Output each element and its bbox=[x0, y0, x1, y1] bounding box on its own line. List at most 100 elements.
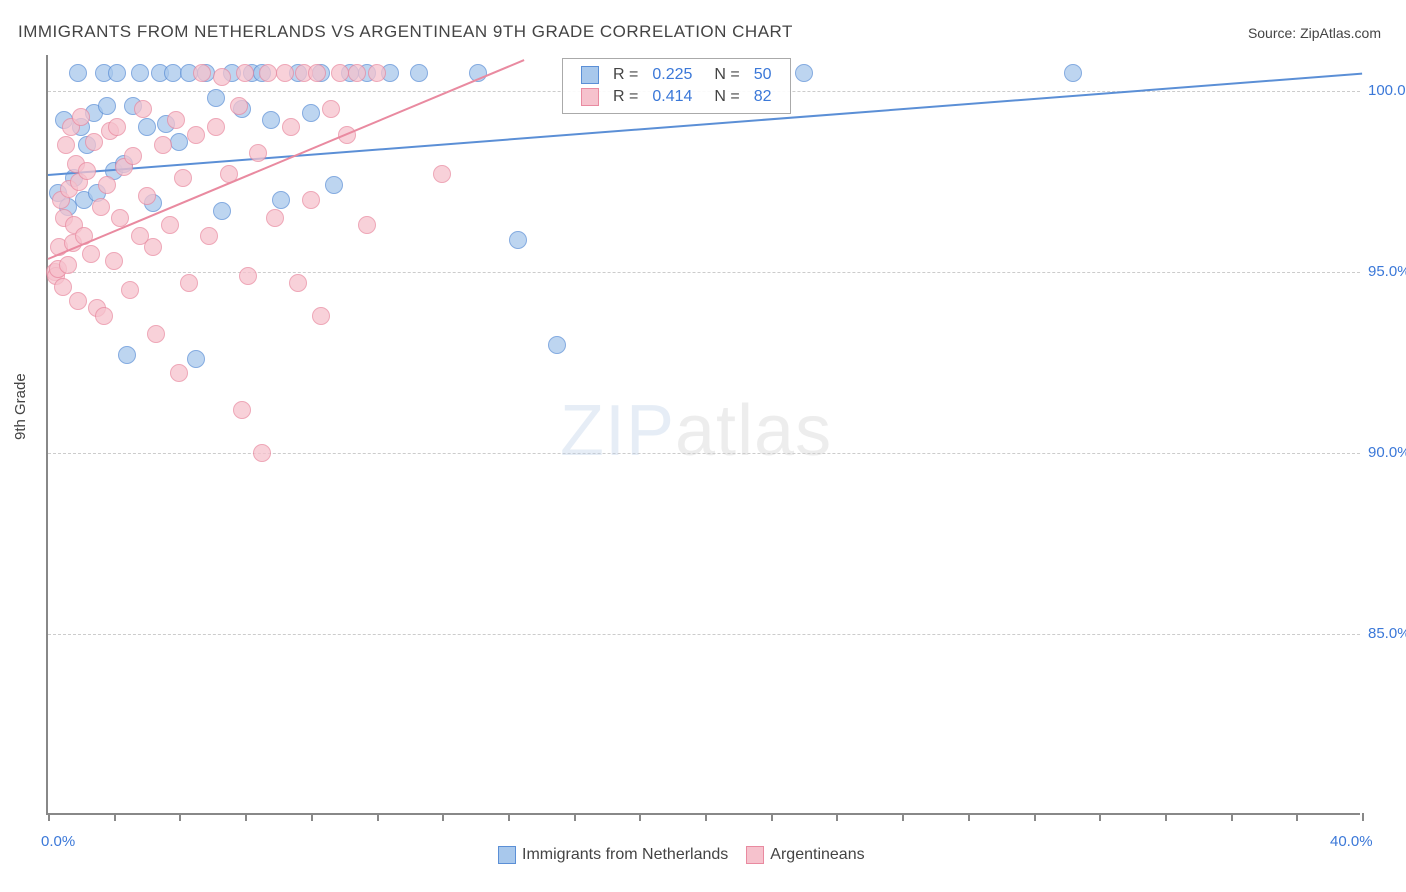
x-tick bbox=[1099, 813, 1101, 821]
x-tick bbox=[48, 813, 50, 821]
y-tick-label: 85.0% bbox=[1368, 625, 1406, 642]
x-tick bbox=[968, 813, 970, 821]
legend-r-value: 0.225 bbox=[646, 65, 698, 85]
data-point bbox=[174, 169, 192, 187]
data-point bbox=[795, 64, 813, 82]
data-point bbox=[236, 64, 254, 82]
x-tick-label: 0.0% bbox=[41, 833, 75, 850]
data-point bbox=[98, 97, 116, 115]
legend-r-value: 0.414 bbox=[646, 87, 698, 107]
data-point bbox=[161, 216, 179, 234]
data-point bbox=[249, 144, 267, 162]
data-point bbox=[213, 202, 231, 220]
legend-n-label: N = bbox=[700, 65, 745, 85]
data-point bbox=[308, 64, 326, 82]
legend-r-label: R = bbox=[607, 65, 644, 85]
legend-swatch bbox=[498, 846, 516, 864]
correlation-legend: R =0.225N =50R =0.414N =82 bbox=[562, 58, 791, 114]
data-point bbox=[98, 176, 116, 194]
data-point bbox=[193, 64, 211, 82]
x-tick bbox=[179, 813, 181, 821]
x-tick bbox=[311, 813, 313, 821]
data-point bbox=[121, 281, 139, 299]
x-tick bbox=[377, 813, 379, 821]
data-point bbox=[138, 118, 156, 136]
x-tick bbox=[508, 813, 510, 821]
data-point bbox=[348, 64, 366, 82]
data-point bbox=[144, 238, 162, 256]
legend-series-label: Argentineans bbox=[770, 846, 864, 863]
data-point bbox=[325, 176, 343, 194]
legend-n-label: N = bbox=[700, 87, 745, 107]
data-point bbox=[131, 64, 149, 82]
legend-n-value: 82 bbox=[748, 87, 778, 107]
data-point bbox=[187, 126, 205, 144]
x-tick bbox=[442, 813, 444, 821]
data-point bbox=[78, 162, 96, 180]
data-point bbox=[253, 444, 271, 462]
data-point bbox=[95, 307, 113, 325]
data-point bbox=[92, 198, 110, 216]
data-point bbox=[180, 274, 198, 292]
x-tick bbox=[1231, 813, 1233, 821]
data-point bbox=[69, 64, 87, 82]
data-point bbox=[154, 136, 172, 154]
data-point bbox=[358, 216, 376, 234]
data-point bbox=[368, 64, 386, 82]
gridline-horizontal bbox=[48, 453, 1360, 454]
x-tick bbox=[771, 813, 773, 821]
data-point bbox=[312, 307, 330, 325]
data-point bbox=[170, 364, 188, 382]
data-point bbox=[213, 68, 231, 86]
x-tick bbox=[705, 813, 707, 821]
data-point bbox=[289, 274, 307, 292]
data-point bbox=[164, 64, 182, 82]
x-tick-label: 40.0% bbox=[1330, 833, 1373, 850]
data-point bbox=[282, 118, 300, 136]
legend-swatch bbox=[746, 846, 764, 864]
chart-title: IMMIGRANTS FROM NETHERLANDS VS ARGENTINE… bbox=[18, 22, 793, 42]
scatter-plot-area bbox=[46, 55, 1360, 815]
legend-swatch bbox=[581, 66, 599, 84]
data-point bbox=[147, 325, 165, 343]
y-tick-label: 100.0% bbox=[1368, 82, 1406, 99]
data-point bbox=[200, 227, 218, 245]
x-tick bbox=[836, 813, 838, 821]
data-point bbox=[170, 133, 188, 151]
data-point bbox=[509, 231, 527, 249]
data-point bbox=[69, 292, 87, 310]
series-legend: Immigrants from NetherlandsArgentineans bbox=[480, 846, 865, 864]
data-point bbox=[82, 245, 100, 263]
x-tick bbox=[574, 813, 576, 821]
data-point bbox=[207, 89, 225, 107]
x-tick bbox=[114, 813, 116, 821]
data-point bbox=[138, 187, 156, 205]
data-point bbox=[331, 64, 349, 82]
x-tick bbox=[1165, 813, 1167, 821]
y-tick-label: 90.0% bbox=[1368, 444, 1406, 461]
data-point bbox=[410, 64, 428, 82]
source-attribution: Source: ZipAtlas.com bbox=[1248, 25, 1381, 41]
data-point bbox=[118, 346, 136, 364]
data-point bbox=[276, 64, 294, 82]
data-point bbox=[239, 267, 257, 285]
data-point bbox=[124, 147, 142, 165]
data-point bbox=[230, 97, 248, 115]
data-point bbox=[233, 401, 251, 419]
data-point bbox=[266, 209, 284, 227]
x-tick bbox=[902, 813, 904, 821]
data-point bbox=[187, 350, 205, 368]
data-point bbox=[302, 191, 320, 209]
data-point bbox=[72, 108, 90, 126]
y-tick-label: 95.0% bbox=[1368, 263, 1406, 280]
data-point bbox=[59, 256, 77, 274]
x-tick bbox=[639, 813, 641, 821]
data-point bbox=[1064, 64, 1082, 82]
y-axis-label: 9th Grade bbox=[12, 373, 29, 440]
x-tick bbox=[1362, 813, 1364, 821]
data-point bbox=[548, 336, 566, 354]
data-point bbox=[272, 191, 290, 209]
legend-r-label: R = bbox=[607, 87, 644, 107]
legend-swatch bbox=[581, 88, 599, 106]
data-point bbox=[259, 64, 277, 82]
